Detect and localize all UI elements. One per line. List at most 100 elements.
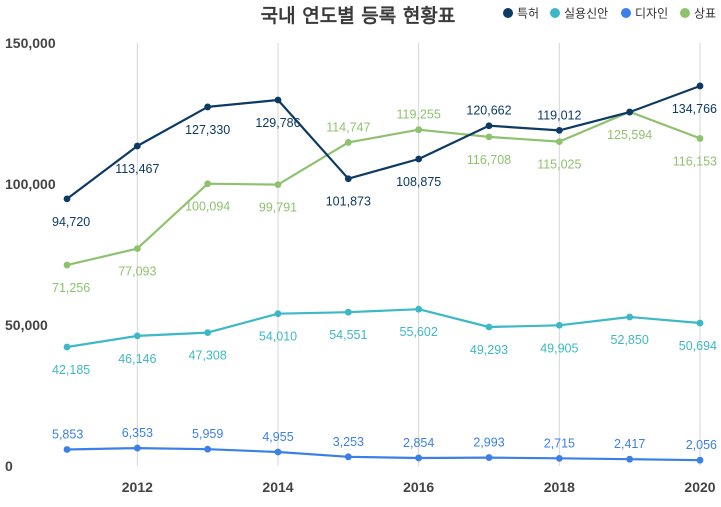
data-point bbox=[344, 453, 352, 461]
data-label: 2,056 bbox=[686, 438, 717, 452]
data-point bbox=[555, 321, 563, 329]
data-point bbox=[274, 448, 282, 456]
data-point bbox=[696, 319, 704, 327]
x-tick-label: 2020 bbox=[684, 479, 715, 495]
data-point bbox=[696, 135, 704, 142]
data-point bbox=[344, 308, 352, 316]
data-label: 46,146 bbox=[118, 352, 156, 366]
data-point bbox=[274, 96, 282, 104]
data-point bbox=[204, 103, 212, 111]
legend: 특허 실용신안 디자인 상표 bbox=[503, 7, 716, 21]
grid-lines bbox=[136, 43, 701, 466]
data-point bbox=[344, 139, 352, 146]
data-point bbox=[415, 305, 423, 313]
x-axis: 2012 2014 2016 2018 2020 bbox=[122, 479, 716, 495]
data-label: 49,905 bbox=[540, 341, 578, 355]
series-line bbox=[66, 308, 701, 349]
legend-label: 상표 bbox=[694, 7, 716, 21]
data-label: 2,417 bbox=[614, 437, 645, 451]
data-label: 77,093 bbox=[118, 265, 156, 279]
data-label: 71,256 bbox=[52, 281, 90, 295]
legend-marker bbox=[680, 8, 690, 18]
y-tick-label: 0 bbox=[5, 458, 13, 474]
data-point bbox=[555, 454, 563, 462]
series-line bbox=[66, 110, 701, 267]
data-point bbox=[485, 454, 493, 461]
data-point bbox=[133, 142, 141, 150]
data-label: 127,330 bbox=[185, 123, 230, 137]
series-lines bbox=[63, 82, 704, 464]
data-point bbox=[204, 180, 212, 188]
data-point bbox=[485, 122, 493, 130]
data-label: 4,955 bbox=[262, 430, 293, 444]
data-label: 6,353 bbox=[122, 426, 153, 440]
data-label: 108,875 bbox=[396, 175, 441, 189]
data-label: 100,094 bbox=[185, 200, 230, 214]
data-label: 52,850 bbox=[611, 333, 649, 347]
data-label: 5,959 bbox=[192, 427, 223, 441]
data-point bbox=[485, 323, 493, 331]
y-axis: 0 50,000 100,000 150,000 bbox=[5, 35, 56, 474]
data-label: 94,720 bbox=[52, 215, 90, 229]
data-label: 119,255 bbox=[397, 108, 441, 122]
legend-label: 실용신안 bbox=[564, 7, 608, 21]
data-point bbox=[274, 181, 282, 188]
data-point bbox=[626, 108, 634, 116]
legend-marker bbox=[621, 8, 631, 18]
data-point bbox=[555, 126, 563, 134]
series-line bbox=[66, 447, 701, 462]
data-label: 116,153 bbox=[673, 154, 717, 168]
data-point bbox=[555, 138, 563, 146]
legend-marker bbox=[503, 8, 513, 18]
data-label: 3,253 bbox=[333, 435, 364, 449]
data-label: 120,662 bbox=[466, 104, 511, 118]
data-label: 2,715 bbox=[544, 436, 575, 450]
series-line bbox=[66, 84, 701, 200]
data-label: 113,467 bbox=[115, 162, 159, 176]
data-label: 99,791 bbox=[259, 201, 297, 215]
data-point bbox=[415, 155, 423, 163]
data-label: 129,786 bbox=[255, 116, 300, 130]
data-point bbox=[204, 445, 212, 453]
data-label: 134,766 bbox=[672, 102, 717, 116]
x-tick-label: 2018 bbox=[544, 479, 575, 495]
data-label: 115,025 bbox=[537, 158, 581, 172]
x-tick-label: 2016 bbox=[403, 479, 434, 495]
data-point bbox=[696, 82, 704, 90]
data-label: 114,747 bbox=[326, 120, 370, 134]
data-point bbox=[63, 343, 71, 351]
chart-title: 국내 연도별 등록 현황표 bbox=[261, 4, 456, 27]
data-label: 116,708 bbox=[467, 153, 511, 167]
x-tick-label: 2014 bbox=[262, 479, 293, 495]
data-point bbox=[626, 455, 634, 463]
data-label: 42,185 bbox=[52, 363, 90, 377]
data-point bbox=[133, 332, 141, 340]
data-point bbox=[133, 444, 141, 452]
data-label: 119,012 bbox=[537, 108, 581, 122]
data-point bbox=[415, 454, 423, 462]
data-point bbox=[626, 313, 634, 321]
data-point bbox=[274, 310, 282, 318]
data-label: 5,853 bbox=[52, 427, 83, 441]
data-label: 125,594 bbox=[607, 128, 652, 142]
data-point bbox=[696, 456, 704, 464]
data-label: 50,694 bbox=[679, 339, 717, 353]
data-point bbox=[63, 195, 71, 203]
data-label: 49,293 bbox=[470, 343, 508, 357]
x-tick-label: 2012 bbox=[122, 479, 153, 495]
data-labels: 94,720 113,467 127,330 129,786 101,873 108,87… bbox=[52, 102, 717, 452]
legend-label: 디자인 bbox=[635, 7, 668, 21]
y-tick-label: 100,000 bbox=[5, 176, 56, 192]
data-point bbox=[133, 245, 141, 252]
data-label: 2,854 bbox=[403, 436, 434, 450]
legend-marker bbox=[550, 8, 560, 18]
data-label: 47,308 bbox=[189, 349, 227, 363]
data-label: 54,010 bbox=[259, 330, 297, 344]
data-point bbox=[415, 126, 423, 134]
data-label: 101,873 bbox=[326, 195, 371, 209]
data-point bbox=[344, 175, 352, 183]
data-point bbox=[204, 329, 212, 336]
data-point bbox=[485, 133, 493, 141]
